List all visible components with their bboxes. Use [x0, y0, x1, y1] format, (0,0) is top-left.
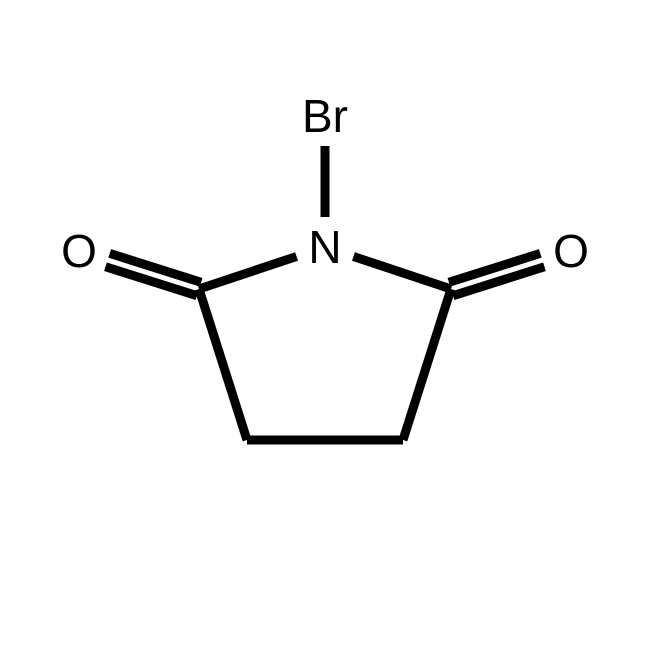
atom-label-o_left: O [61, 225, 97, 277]
atom-label-o_right: O [553, 225, 589, 277]
bond-line [353, 256, 451, 289]
atom-label-br: Br [302, 90, 348, 142]
bond-line [403, 289, 451, 440]
bond-line [199, 289, 247, 440]
atom-label-n: N [308, 221, 341, 273]
bond-line [199, 256, 297, 289]
molecule-diagram: Br N O O [0, 0, 650, 650]
